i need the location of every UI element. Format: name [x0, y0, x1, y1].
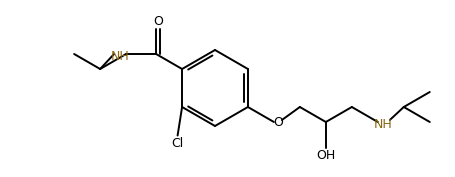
Text: NH: NH	[111, 50, 130, 62]
Text: O: O	[153, 15, 163, 28]
Text: Cl: Cl	[172, 137, 184, 150]
Text: NH: NH	[374, 118, 392, 132]
Text: OH: OH	[316, 149, 335, 162]
Text: O: O	[273, 116, 283, 130]
